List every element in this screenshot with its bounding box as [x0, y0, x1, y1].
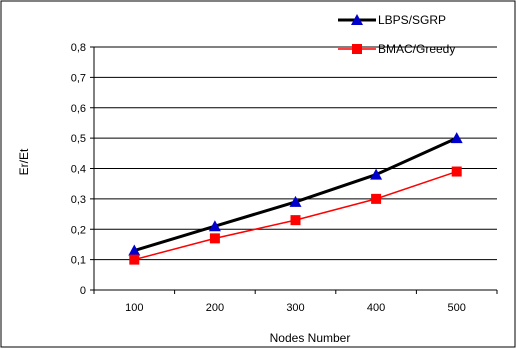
y-tick-label: 0,7: [71, 72, 86, 84]
y-tick-label: 0,8: [71, 42, 86, 54]
legend-item-0: LBPS/SGRP: [338, 13, 446, 27]
y-axis-ticks: 0 0,1 0,2 0,3 0,4 0,5 0,6 0,7 0,8: [71, 42, 94, 297]
data-point: [370, 168, 383, 180]
legend-marker: [351, 14, 363, 25]
legend-label: LBPS/SGRP: [378, 13, 446, 27]
data-point: [128, 244, 141, 256]
data-point: [290, 215, 301, 226]
legend-marker: [352, 44, 362, 54]
data-point: [208, 220, 221, 232]
x-tick-label: 100: [125, 302, 143, 314]
y-tick-label: 0,1: [71, 255, 86, 267]
legend-label: BMAC/Greedy: [378, 42, 455, 56]
x-tick-label: 400: [367, 302, 385, 314]
x-tick-label: 500: [448, 302, 466, 314]
data-point: [129, 254, 140, 265]
data-point: [451, 166, 462, 177]
data-point: [371, 193, 382, 204]
y-tick-label: 0,2: [71, 224, 86, 236]
series-1: [129, 166, 462, 265]
legend: LBPS/SGRP BMAC/Greedy: [338, 13, 455, 56]
x-axis-title: Nodes Number: [270, 331, 351, 345]
grid-lines: [94, 46, 497, 261]
x-tick-label: 300: [286, 302, 304, 314]
series-layer: [128, 132, 463, 265]
y-tick-label: 0,6: [71, 103, 86, 115]
x-tick-label: 200: [206, 302, 224, 314]
series-0: [128, 132, 463, 256]
y-tick-label: 0,3: [71, 194, 86, 206]
x-axis-ticks: 100 200 300 400 500: [93, 290, 498, 314]
y-axis-title: Er/Et: [17, 148, 31, 175]
data-point: [450, 132, 463, 144]
y-tick-label: 0: [80, 285, 86, 297]
legend-item-1: BMAC/Greedy: [338, 42, 455, 56]
y-tick-label: 0,4: [71, 164, 86, 176]
y-tick-label: 0,5: [71, 133, 86, 145]
data-point: [289, 195, 302, 207]
data-point: [209, 233, 220, 244]
